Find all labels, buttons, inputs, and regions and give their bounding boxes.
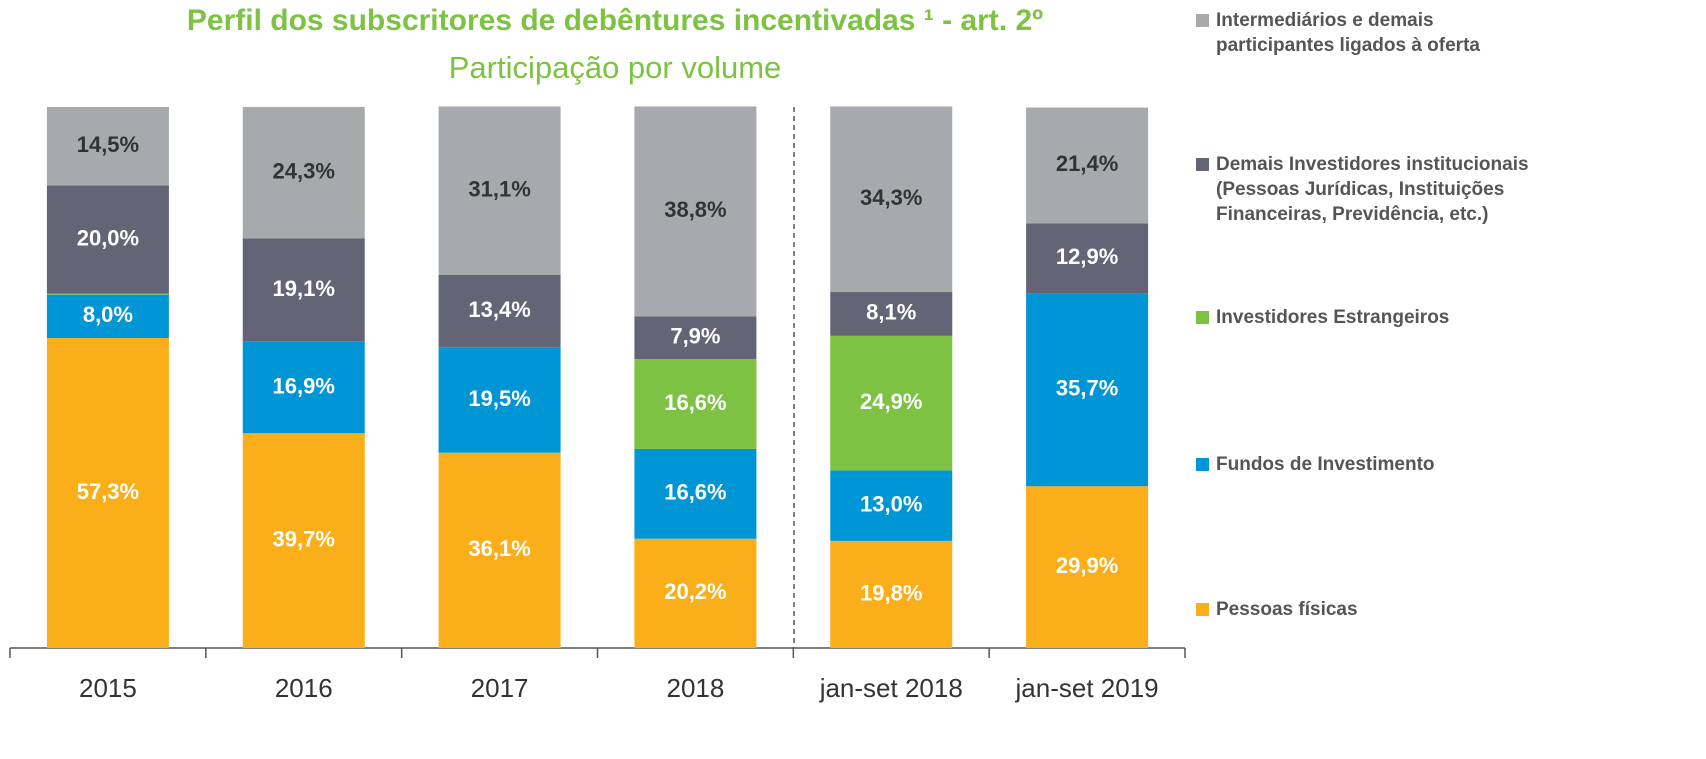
legend: Pessoas físicas Fundos de Investimento Inv… <box>1196 0 1696 759</box>
chart-title: Perfil dos subscritores de debêntures in… <box>187 4 1043 37</box>
bar-segment <box>46 185 169 294</box>
data-label: 8,0% <box>83 302 133 327</box>
data-label: 35,7% <box>1056 375 1118 400</box>
data-label: 13,4% <box>468 297 530 322</box>
data-label: 39,7% <box>273 526 335 551</box>
data-label: 19,1% <box>273 276 335 301</box>
data-label: 13,0% <box>860 492 922 517</box>
x-tick-label: 2018 <box>666 673 724 703</box>
bar-segment <box>242 433 365 648</box>
bar-segment <box>634 359 757 449</box>
data-label: 57,3% <box>77 479 139 504</box>
bar-segment <box>46 294 169 339</box>
data-label: 12,9% <box>1056 244 1118 269</box>
bar-segment <box>438 452 561 648</box>
legend-item: Fundos de Investimento <box>1196 452 1596 477</box>
bar-segment <box>242 341 365 434</box>
bar-segment <box>242 238 365 342</box>
data-label: 20,2% <box>664 579 726 604</box>
bar-segment <box>1026 223 1149 294</box>
bar-segment <box>438 106 561 275</box>
data-label: 16,9% <box>273 373 335 398</box>
bar-segment <box>830 106 953 293</box>
data-label: 24,9% <box>860 389 922 414</box>
chart: Perfil dos subscritores de debêntures in… <box>9 4 1186 703</box>
bar-segment <box>830 540 953 648</box>
legend-item: Pessoas físicas <box>1196 597 1596 622</box>
legend-label: Pessoas físicas <box>1216 599 1358 620</box>
bar-segment <box>1026 486 1149 648</box>
data-label: 7,9% <box>670 324 720 349</box>
legend-label: Demais Investidores institucionais (Pess… <box>1216 154 1529 225</box>
legend-swatch <box>1196 603 1209 616</box>
legend-swatch <box>1196 14 1209 27</box>
bar-segment <box>634 106 757 317</box>
x-tick-label: jan-set 2019 <box>1015 673 1159 703</box>
bar-segment <box>46 293 169 295</box>
data-label: 29,9% <box>1056 553 1118 578</box>
bar-segment <box>46 338 169 648</box>
data-label: 16,6% <box>664 390 726 415</box>
bar-segment <box>634 316 757 360</box>
data-label: 19,8% <box>860 580 922 605</box>
bar-segment <box>242 106 365 239</box>
data-label: 8,1% <box>866 300 916 325</box>
legend-label: Intermediários e demais participantes li… <box>1216 10 1480 56</box>
bar-segment <box>1026 107 1149 224</box>
x-tick-label: 2015 <box>79 673 137 703</box>
legend-item: Demais Investidores institucionais (Pess… <box>1196 152 1596 227</box>
legend-item: Intermediários e demais participantes li… <box>1196 8 1526 58</box>
x-tick-label: 2017 <box>471 673 529 703</box>
bar-segment <box>46 107 169 186</box>
data-label: 14,5% <box>77 132 139 157</box>
legend-label: Investidores Estrangeiros <box>1216 307 1450 328</box>
data-label: 24,3% <box>273 158 335 183</box>
data-label: 20,0% <box>77 225 139 250</box>
data-label: 38,8% <box>664 197 726 222</box>
x-tick-label: jan-set 2018 <box>819 673 963 703</box>
data-label: 34,3% <box>860 185 922 210</box>
x-tick-label: 2016 <box>275 673 333 703</box>
data-label: 16,6% <box>664 480 726 505</box>
bar-segment <box>438 274 561 348</box>
chart-subtitle: Participação por volume <box>449 50 782 85</box>
legend-item: Investidores Estrangeiros <box>1196 305 1596 330</box>
data-label: 31,1% <box>468 176 530 201</box>
data-label: 19,5% <box>468 386 530 411</box>
bar-segment <box>830 335 953 471</box>
bar-segment <box>1026 293 1149 487</box>
bar-segment <box>438 347 561 453</box>
bar-segment <box>830 470 953 541</box>
bar-segment <box>634 538 757 648</box>
legend-swatch <box>1196 158 1209 171</box>
legend-swatch <box>1196 311 1209 324</box>
legend-label: Fundos de Investimento <box>1216 454 1435 475</box>
bar-segment <box>634 448 757 539</box>
data-label: 21,4% <box>1056 151 1118 176</box>
bar-segment <box>830 292 953 336</box>
data-label: 36,1% <box>468 536 530 561</box>
legend-swatch <box>1196 458 1209 471</box>
